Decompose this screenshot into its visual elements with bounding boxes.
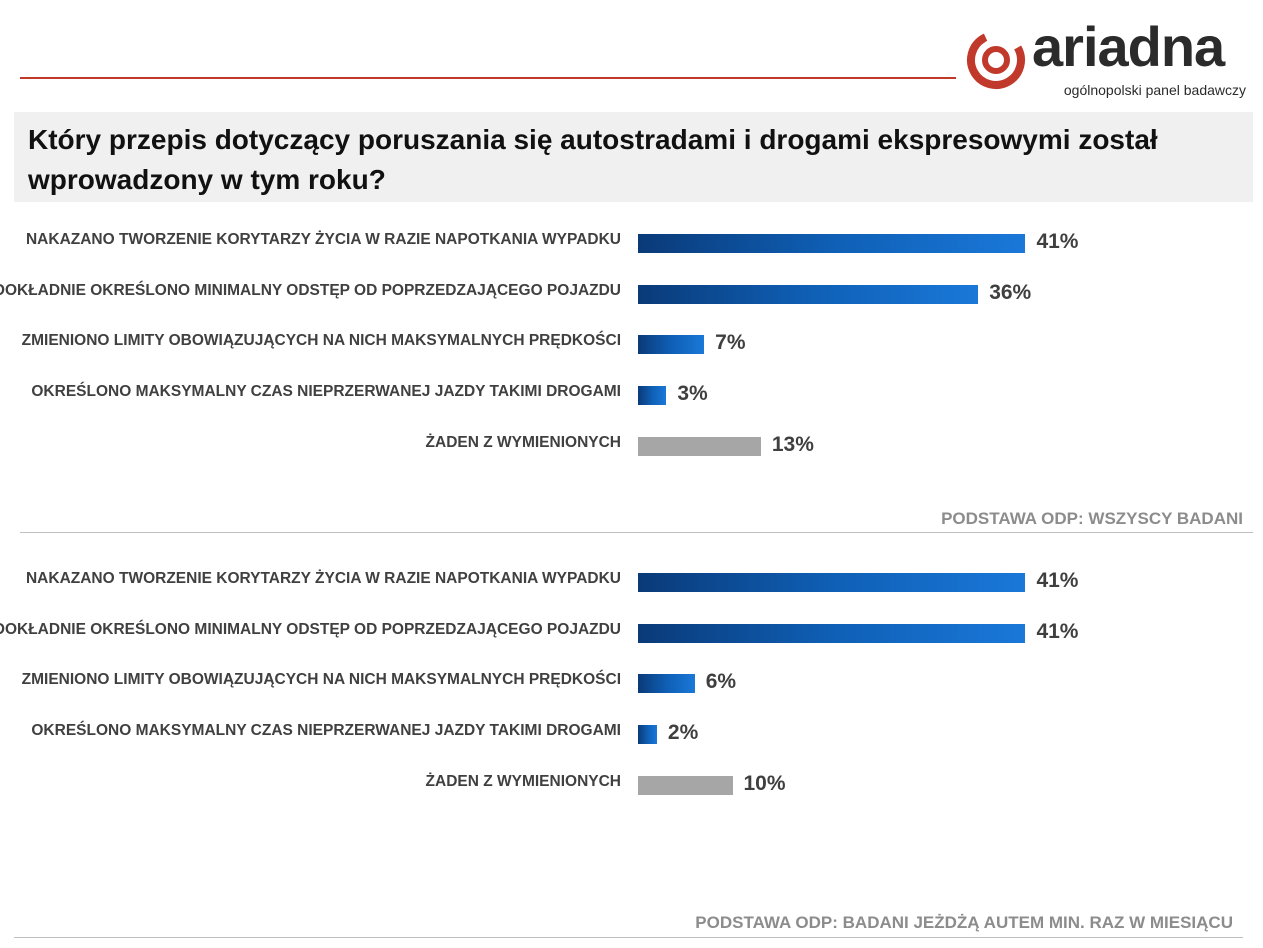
bar: [638, 285, 979, 304]
chart-row: NAKAZANO TWORZENIE KORYTARZY ŻYCIA W RAZ…: [0, 230, 1263, 254]
chart-row: ŻADEN Z WYMIENIONYCH 10%: [0, 772, 1263, 796]
value-label: 10%: [743, 772, 786, 795]
chart-row: ZMIENIONO LIMITY OBOWIĄZUJĄCYCH NA NICH …: [0, 331, 1263, 355]
bar: [638, 674, 695, 693]
bar: [638, 234, 1026, 253]
base-note: PODSTAWA ODP: BADANI JEŻDŻĄ AUTEM MIN. R…: [695, 913, 1233, 932]
bar: [638, 776, 733, 795]
bar: [638, 624, 1026, 643]
logo-brand: ariadna: [1032, 15, 1225, 78]
logo-tagline: ogólnopolski panel badawczy: [1063, 82, 1246, 98]
category-label: OKREŚLONO MAKSYMALNY CZAS NIEPRZERWANEJ …: [31, 383, 621, 400]
question-title: Który przepis dotyczący poruszania się a…: [28, 124, 1158, 195]
ariadna-logo: ariadna ogólnopolski panel badawczy: [966, 15, 1256, 102]
question-box: Który przepis dotyczący poruszania się a…: [14, 112, 1253, 202]
category-label: NAKAZANO TWORZENIE KORYTARZY ŻYCIA W RAZ…: [25, 231, 621, 248]
value-label: 41%: [1036, 620, 1079, 643]
category-label: ZMIENIONO LIMITY OBOWIĄZUJĄCYCH NA NICH …: [21, 332, 621, 349]
chart-row: OKREŚLONO MAKSYMALNY CZAS NIEPRZERWANEJ …: [0, 382, 1263, 406]
value-label: 36%: [989, 281, 1032, 304]
category-label: DOKŁADNIE OKREŚLONO MINIMALNY ODSTĘP OD …: [0, 621, 621, 638]
bar: [638, 386, 667, 405]
base-note: PODSTAWA ODP: WSZYSCY BADANI: [941, 509, 1243, 528]
section-divider: [14, 937, 1243, 938]
category-label: DOKŁADNIE OKREŚLONO MINIMALNY ODSTĘP OD …: [0, 282, 621, 299]
category-label: ŻADEN Z WYMIENIONYCH: [425, 434, 621, 451]
category-label: ZMIENIONO LIMITY OBOWIĄZUJĄCYCH NA NICH …: [21, 671, 621, 688]
ariadna-logo-icon: [967, 30, 1025, 89]
value-label: 3%: [677, 382, 708, 405]
category-label: ŻADEN Z WYMIENIONYCH: [425, 773, 621, 790]
header-rule: [20, 77, 956, 79]
chart-row: ZMIENIONO LIMITY OBOWIĄZUJĄCYCH NA NICH …: [0, 670, 1263, 694]
category-label: NAKAZANO TWORZENIE KORYTARZY ŻYCIA W RAZ…: [25, 570, 621, 587]
value-label: 2%: [667, 721, 699, 744]
value-label: 7%: [715, 331, 746, 354]
bar: [638, 335, 705, 354]
chart-row: NAKAZANO TWORZENIE KORYTARZY ŻYCIA W RAZ…: [0, 569, 1263, 593]
bar: [638, 573, 1026, 592]
value-label: 41%: [1036, 569, 1079, 592]
value-label: 13%: [771, 433, 814, 456]
category-label: OKREŚLONO MAKSYMALNY CZAS NIEPRZERWANEJ …: [31, 722, 621, 739]
chart-row: OKREŚLONO MAKSYMALNY CZAS NIEPRZERWANEJ …: [0, 721, 1263, 745]
bar: [638, 725, 657, 744]
chart-row: ŻADEN Z WYMIENIONYCH 13%: [0, 433, 1263, 457]
chart-row: DOKŁADNIE OKREŚLONO MINIMALNY ODSTĘP OD …: [0, 281, 1263, 305]
chart-row: DOKŁADNIE OKREŚLONO MINIMALNY ODSTĘP OD …: [0, 620, 1263, 644]
bar: [638, 437, 761, 456]
section-divider: [20, 532, 1253, 533]
value-label: 41%: [1036, 230, 1079, 253]
value-label: 6%: [705, 670, 737, 693]
